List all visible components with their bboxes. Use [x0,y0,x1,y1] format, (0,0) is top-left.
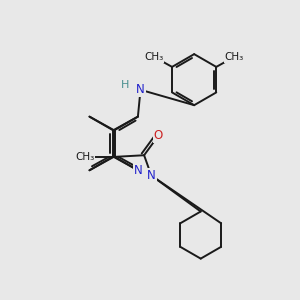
Text: CH₃: CH₃ [144,52,164,62]
Text: CH₃: CH₃ [75,152,94,162]
Text: N: N [134,164,142,177]
Text: N: N [136,83,145,96]
Text: H: H [121,80,129,90]
Text: O: O [154,129,163,142]
Text: N: N [147,169,156,182]
Text: CH₃: CH₃ [225,52,244,62]
